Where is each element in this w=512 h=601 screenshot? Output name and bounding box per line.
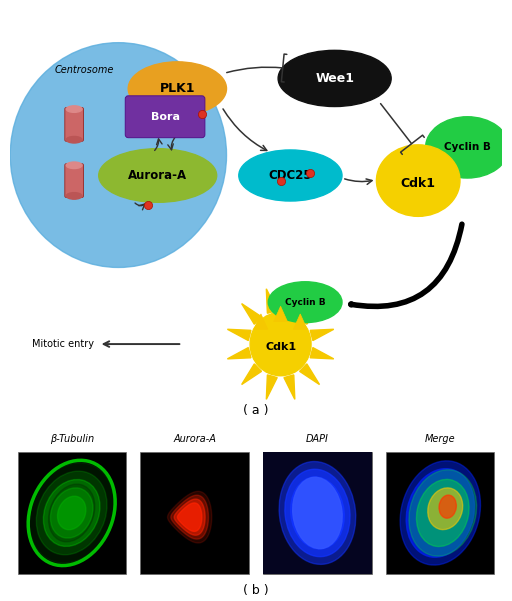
Ellipse shape [128,62,226,115]
Ellipse shape [66,193,82,199]
Text: Merge: Merge [425,435,456,444]
FancyBboxPatch shape [125,96,205,138]
Text: Aurora-A: Aurora-A [128,169,187,182]
Point [144,200,152,209]
Text: β-Tubulin: β-Tubulin [50,435,94,444]
Polygon shape [254,314,268,329]
Text: ( a ): ( a ) [243,404,269,417]
Polygon shape [266,289,277,313]
Ellipse shape [428,488,463,529]
Ellipse shape [66,106,82,112]
Polygon shape [242,364,262,385]
Text: Aurora-A: Aurora-A [173,435,216,444]
Polygon shape [178,503,202,531]
Circle shape [250,313,311,376]
Polygon shape [284,289,295,313]
FancyBboxPatch shape [140,452,249,574]
FancyBboxPatch shape [17,452,126,574]
Polygon shape [167,492,212,543]
Text: Centrosome: Centrosome [54,66,114,75]
Circle shape [10,43,226,267]
Text: Cdk1: Cdk1 [401,177,436,190]
Polygon shape [174,499,205,535]
Ellipse shape [439,495,456,518]
Polygon shape [310,329,334,341]
Text: Cdk1: Cdk1 [265,341,296,352]
Text: DAPI: DAPI [306,435,329,444]
Polygon shape [293,314,307,329]
Ellipse shape [57,496,86,529]
Text: Cyclin B: Cyclin B [444,142,491,153]
Polygon shape [227,329,251,341]
Text: Wee1: Wee1 [315,72,354,85]
Polygon shape [227,347,251,359]
Point [198,109,206,119]
Ellipse shape [239,150,342,201]
Ellipse shape [44,480,100,546]
Ellipse shape [425,117,509,178]
Ellipse shape [409,470,477,556]
Ellipse shape [285,469,350,557]
Polygon shape [274,307,287,322]
Polygon shape [284,375,295,399]
Text: Mitotic entry: Mitotic entry [32,339,94,349]
Ellipse shape [278,50,391,106]
FancyBboxPatch shape [65,163,83,198]
Ellipse shape [406,469,475,557]
Ellipse shape [291,477,344,549]
FancyBboxPatch shape [263,452,372,574]
FancyArrowPatch shape [351,224,462,307]
Ellipse shape [29,463,114,563]
Text: Cyclin B: Cyclin B [285,297,326,307]
Ellipse shape [416,480,469,546]
Polygon shape [266,375,277,399]
Ellipse shape [279,462,356,564]
Point [276,175,285,185]
Point [306,168,314,178]
Text: PLK1: PLK1 [160,82,195,95]
Ellipse shape [36,471,107,555]
Ellipse shape [400,461,480,565]
FancyBboxPatch shape [263,452,372,574]
Ellipse shape [49,484,95,542]
Ellipse shape [66,136,82,143]
Ellipse shape [376,145,460,216]
Polygon shape [171,495,208,539]
Text: Bora: Bora [151,112,180,122]
Ellipse shape [293,477,342,549]
FancyBboxPatch shape [65,108,83,141]
Ellipse shape [268,282,342,323]
Ellipse shape [51,488,93,538]
FancyBboxPatch shape [386,452,495,574]
Text: CDC25: CDC25 [269,169,312,182]
Ellipse shape [99,148,217,203]
Text: ( b ): ( b ) [243,584,269,597]
Polygon shape [300,364,319,385]
Polygon shape [242,304,262,325]
Ellipse shape [66,162,82,168]
Polygon shape [310,347,334,359]
Polygon shape [300,304,319,325]
